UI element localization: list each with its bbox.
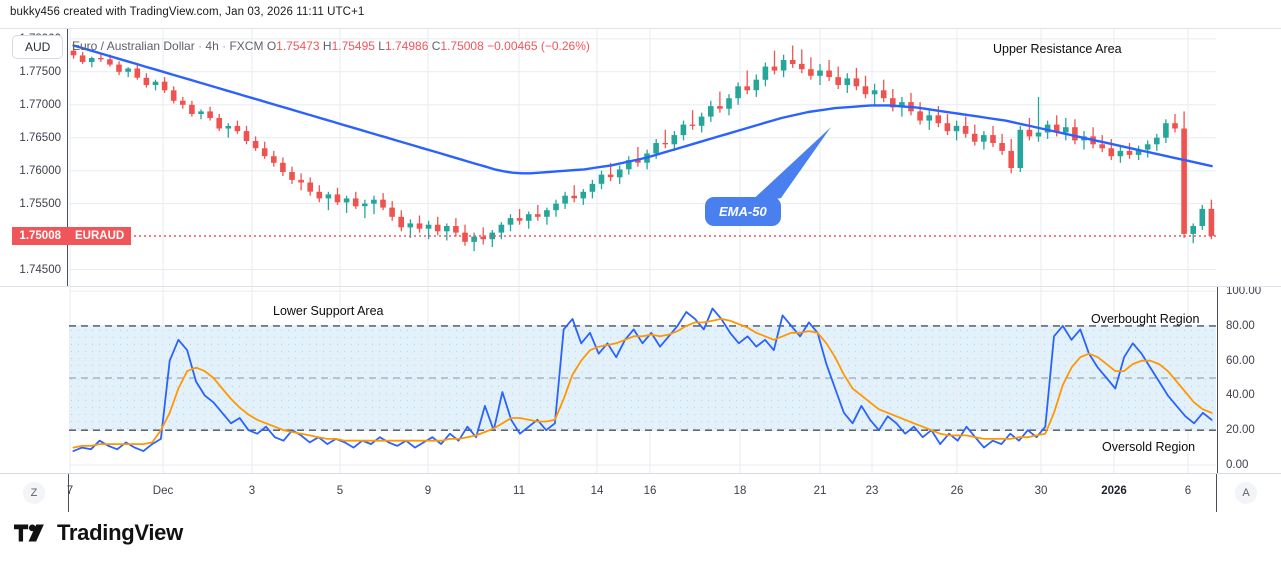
time-axis-tick: 7 (66, 485, 74, 497)
time-axis-tick: 30 (1034, 485, 1048, 497)
legend-close-label: C (431, 39, 441, 53)
time-axis-tick: 2026 (1101, 485, 1127, 497)
currency-badge[interactable]: AUD (12, 35, 64, 59)
legend-close-value: 1.75008 (440, 39, 484, 53)
time-axis-tick: 3 (248, 485, 256, 497)
auto-scale-button[interactable]: A (1235, 482, 1257, 504)
price-scale[interactable]: 1.780001.775001.770001.765001.760001.755… (0, 29, 68, 286)
price-axis-tick: 1.77500 (19, 65, 61, 78)
time-axis-tick: 11 (513, 485, 525, 497)
time-axis-tick: 14 (590, 485, 604, 497)
chart-legend[interactable]: Euro / Australian Dollar · 4h · FXCM O1.… (72, 39, 590, 53)
legend-low-value: 1.74986 (384, 39, 429, 53)
annotation-overbought[interactable]: Overbought Region (1091, 312, 1200, 326)
time-axis-tick: 18 (733, 485, 747, 497)
legend-sep-2: · (222, 39, 227, 53)
rsi-axis-tick: 60.00 (1226, 354, 1255, 367)
price-axis-tick: 1.76000 (19, 164, 61, 177)
price-axis-tick: 1.76500 (19, 131, 61, 144)
rsi-scale[interactable]: 100.00 80.00 60.00 40.00 20.00 0.00 (1217, 287, 1281, 473)
legend-interval: 4h (205, 39, 219, 53)
legend-open-label: O (266, 39, 277, 53)
ema-callout-label[interactable]: EMA-50 (705, 197, 781, 226)
legend-change-percent: (−0.26%) (540, 39, 590, 53)
rsi-axis-tick: 40.00 (1226, 389, 1255, 402)
price-plot (69, 29, 1216, 286)
time-axis-tick: Dec (152, 485, 174, 497)
rsi-plot (69, 287, 1216, 473)
legend-exchange: FXCM (229, 39, 264, 53)
last-price-tag[interactable]: 1.75008 (12, 227, 68, 245)
pane-separator[interactable] (0, 286, 1281, 287)
annotation-lower-support[interactable]: Lower Support Area (273, 304, 384, 318)
footer-brand[interactable]: TradingView (14, 520, 183, 546)
time-axis-divider-right (1216, 474, 1217, 512)
time-axis-tick: 21 (813, 485, 827, 497)
rsi-pane[interactable]: 100.00 80.00 60.00 40.00 20.00 0.00 (0, 287, 1281, 473)
time-axis-tick: 9 (424, 485, 432, 497)
chart-frame: 1.780001.775001.770001.765001.760001.755… (0, 28, 1281, 512)
price-pane[interactable]: 1.780001.775001.770001.765001.760001.755… (0, 29, 1281, 286)
tradingview-wordmark: TradingView (57, 520, 183, 545)
rsi-axis-tick: 20.00 (1226, 424, 1255, 437)
time-axis-tick: 26 (950, 485, 964, 497)
legend-open-value: 1.75473 (276, 39, 320, 53)
annotation-upper-resistance[interactable]: Upper Resistance Area (993, 42, 1122, 56)
time-axis[interactable]: 7 Dec 3 5 9 11 14 16 18 21 23 26 30 2026 6 Z A (0, 473, 1281, 512)
tradingview-logo-icon (14, 524, 44, 542)
price-axis-tick: 1.75500 (19, 197, 61, 210)
rsi-axis-tick: 80.00 (1226, 319, 1255, 332)
legend-high-value: 1.75495 (331, 39, 375, 53)
time-axis-tick: 23 (865, 485, 879, 497)
attribution-text: bukky456 created with TradingView.com, J… (10, 6, 365, 18)
legend-change: −0.00465 (487, 39, 538, 53)
timezone-button[interactable]: Z (23, 482, 45, 504)
annotation-oversold[interactable]: Oversold Region (1102, 440, 1196, 454)
price-axis-tick: 1.74500 (19, 263, 61, 276)
legend-high-label: H (322, 39, 332, 53)
time-axis-tick: 5 (336, 485, 344, 497)
rsi-axis-tick: 100.00 (1226, 287, 1262, 298)
time-axis-tick: 6 (1184, 485, 1192, 497)
rsi-axis-tick: 0.00 (1226, 459, 1249, 471)
legend-symbol-name: Euro / Australian Dollar (72, 39, 195, 53)
price-axis-tick: 1.77000 (19, 98, 61, 111)
legend-sep-1: · (198, 39, 203, 53)
symbol-price-tag[interactable]: EURAUD (68, 227, 132, 245)
time-axis-tick: 16 (643, 485, 657, 497)
legend-low-label: L (378, 39, 385, 53)
time-axis-divider-left (68, 474, 69, 512)
